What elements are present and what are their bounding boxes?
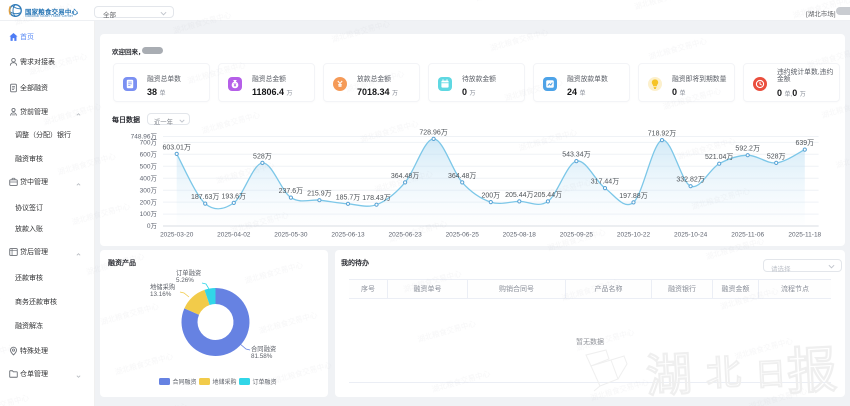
svg-text:合同融资: 合同融资: [251, 344, 276, 353]
svg-text:5.26%: 5.26%: [176, 277, 194, 284]
svg-text:订单融资: 订单融资: [253, 378, 277, 386]
svg-text:13.16%: 13.16%: [150, 291, 172, 298]
svg-text:地储采购: 地储采购: [213, 378, 237, 386]
svg-text:81.58%: 81.58%: [251, 353, 273, 360]
svg-text:订单融资: 订单融资: [176, 268, 201, 277]
svg-text:地储采购: 地储采购: [150, 282, 175, 291]
svg-text:合同融资: 合同融资: [173, 378, 197, 386]
